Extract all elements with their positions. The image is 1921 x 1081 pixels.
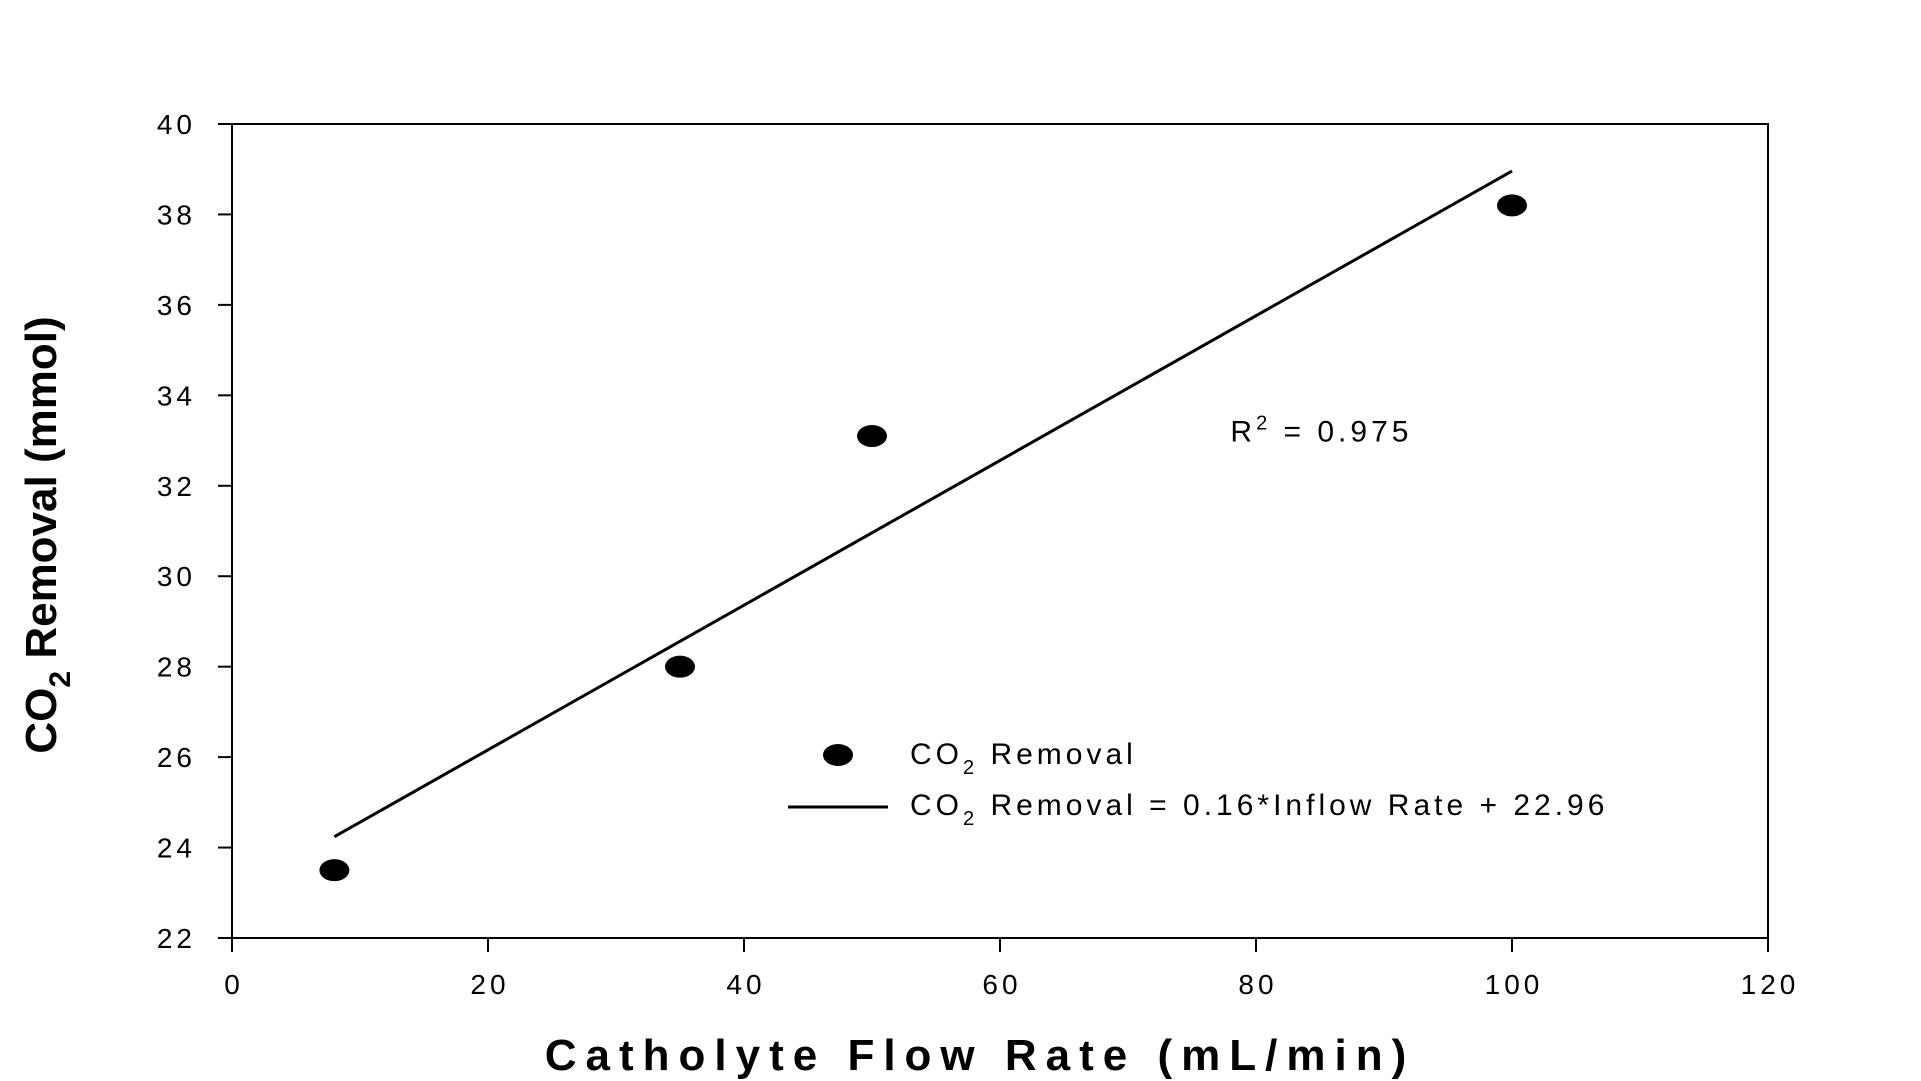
y-axis: 22 24 26 28 30 32 34 36 38 40 xyxy=(157,109,232,954)
legend-label-line-rest: Removal = 0.16*Inflow Rate + 22.96 xyxy=(978,789,1608,822)
y-axis-title: CO2 Removal (mmol) xyxy=(17,316,77,753)
y-tick-label: 40 xyxy=(157,109,196,140)
x-tick-label: 100 xyxy=(1485,969,1544,1000)
legend-label-scatter: CO2 Removal xyxy=(910,738,1137,779)
annotation-superscript: 2 xyxy=(1256,413,1271,435)
plot-series xyxy=(319,169,1527,882)
legend-marker-scatter xyxy=(823,744,853,766)
legend-label-line-main: CO xyxy=(910,789,963,822)
y-tick-label: 32 xyxy=(157,471,196,502)
annotation-main: R xyxy=(1230,416,1256,449)
y-tick-label: 24 xyxy=(157,833,196,864)
legend-label-line-sub: 2 xyxy=(963,808,978,830)
x-tick-label: 0 xyxy=(224,969,244,1000)
data-point xyxy=(1497,194,1527,217)
x-axis: 0 20 40 60 80 100 120 xyxy=(224,938,1800,1000)
y-tick-label: 22 xyxy=(157,923,196,954)
data-point xyxy=(857,425,887,448)
x-tick-label: 40 xyxy=(726,969,765,1000)
legend-label-line: CO2 Removal = 0.16*Inflow Rate + 22.96 xyxy=(910,789,1608,830)
regression-line xyxy=(333,169,1513,839)
y-tick-label: 26 xyxy=(157,742,196,773)
annotation-rest: = 0.975 xyxy=(1271,416,1412,449)
y-axis-title-main: CO xyxy=(17,688,66,754)
r-squared-annotation: R2 = 0.975 xyxy=(1230,413,1412,449)
x-tick-label: 120 xyxy=(1741,969,1800,1000)
data-point xyxy=(665,655,695,678)
y-axis-title-rest: Removal (mmol) xyxy=(17,316,66,671)
y-tick-label: 28 xyxy=(157,652,196,683)
legend-label-scatter-main: CO xyxy=(910,738,963,771)
x-tick-label: 20 xyxy=(470,969,509,1000)
y-tick-label: 30 xyxy=(157,561,196,592)
x-tick-label: 60 xyxy=(982,969,1021,1000)
y-tick-label: 34 xyxy=(157,380,196,411)
legend-label-scatter-sub: 2 xyxy=(963,757,978,779)
legend-label-scatter-rest: Removal xyxy=(978,738,1137,771)
x-tick-label: 80 xyxy=(1238,969,1277,1000)
data-point xyxy=(319,859,350,882)
y-tick-label: 38 xyxy=(157,199,196,230)
y-axis-title-sub: 2 xyxy=(44,671,77,688)
y-tick-label: 36 xyxy=(157,290,196,321)
legend: CO2 Removal CO2 Removal = 0.16*Inflow Ra… xyxy=(788,738,1608,830)
x-axis-title: Catholyte Flow Rate (mL/min) xyxy=(545,1031,1415,1080)
